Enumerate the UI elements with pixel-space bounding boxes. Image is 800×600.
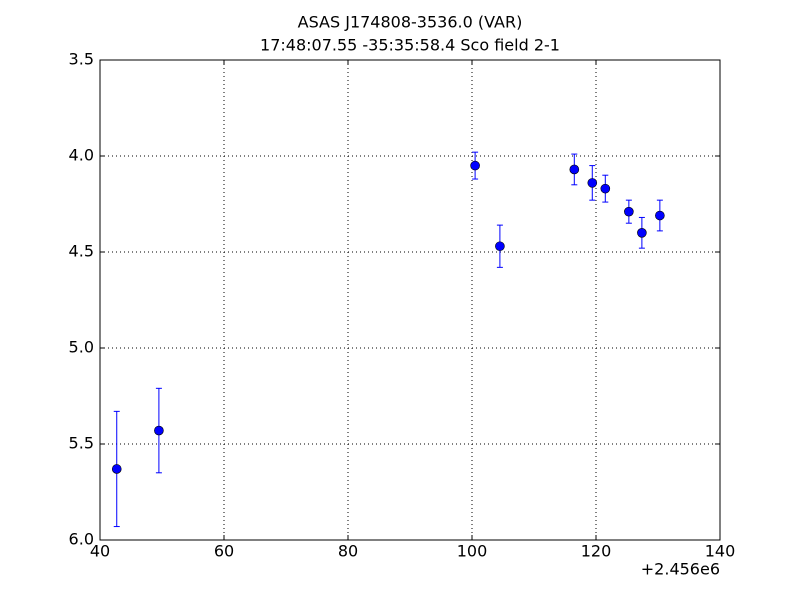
data-point <box>111 464 122 474</box>
chart-title: ASAS J174808-3536.0 (VAR) <box>298 13 523 32</box>
x-offset-label: +2.456e6 <box>641 560 720 579</box>
y-tick-label: 5.0 <box>69 338 94 357</box>
x-tick-label: 120 <box>581 542 612 561</box>
data-point <box>600 183 611 194</box>
chart-subtitle: 17:48:07.55 -35:35:58.4 Sco field 2-1 <box>260 36 560 55</box>
data-point <box>495 241 505 252</box>
y-tick-label: 4.5 <box>69 242 94 261</box>
data-point <box>470 160 480 171</box>
data-point <box>569 164 580 175</box>
data-point <box>637 228 647 238</box>
data-point <box>154 425 164 436</box>
x-tick-label: 40 <box>90 542 110 561</box>
x-tick-label: 100 <box>457 542 488 561</box>
x-tick-label: 60 <box>214 542 234 561</box>
x-tick-label: 140 <box>705 542 736 561</box>
x-tick-label: 80 <box>338 542 358 561</box>
data-point <box>587 178 598 188</box>
data-point <box>655 210 665 221</box>
y-tick-label: 5.5 <box>69 434 94 453</box>
y-tick-label: 3.5 <box>69 50 94 69</box>
y-tick-label: 6.0 <box>69 530 94 549</box>
data-point <box>624 206 634 217</box>
y-tick-label: 4.0 <box>69 146 94 165</box>
plot-frame <box>99 59 721 541</box>
